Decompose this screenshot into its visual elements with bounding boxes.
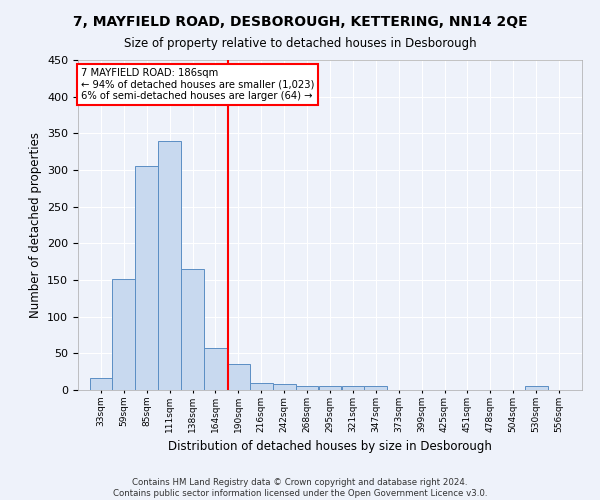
Bar — [89, 378, 112, 390]
Bar — [341, 386, 364, 390]
Y-axis label: Number of detached properties: Number of detached properties — [29, 132, 41, 318]
Bar — [112, 278, 135, 390]
Text: Size of property relative to detached houses in Desborough: Size of property relative to detached ho… — [124, 38, 476, 51]
Bar — [158, 140, 181, 390]
Text: Contains HM Land Registry data © Crown copyright and database right 2024.
Contai: Contains HM Land Registry data © Crown c… — [113, 478, 487, 498]
Bar — [227, 364, 250, 390]
Bar — [319, 386, 341, 390]
Bar — [204, 348, 227, 390]
Bar — [364, 386, 387, 390]
Bar — [181, 269, 204, 390]
X-axis label: Distribution of detached houses by size in Desborough: Distribution of detached houses by size … — [168, 440, 492, 454]
Bar — [273, 384, 296, 390]
Bar — [250, 382, 272, 390]
Text: 7, MAYFIELD ROAD, DESBOROUGH, KETTERING, NN14 2QE: 7, MAYFIELD ROAD, DESBOROUGH, KETTERING,… — [73, 15, 527, 29]
Bar — [525, 386, 548, 390]
Text: 7 MAYFIELD ROAD: 186sqm
← 94% of detached houses are smaller (1,023)
6% of semi-: 7 MAYFIELD ROAD: 186sqm ← 94% of detache… — [80, 68, 314, 102]
Bar — [296, 386, 319, 390]
Bar — [136, 166, 158, 390]
